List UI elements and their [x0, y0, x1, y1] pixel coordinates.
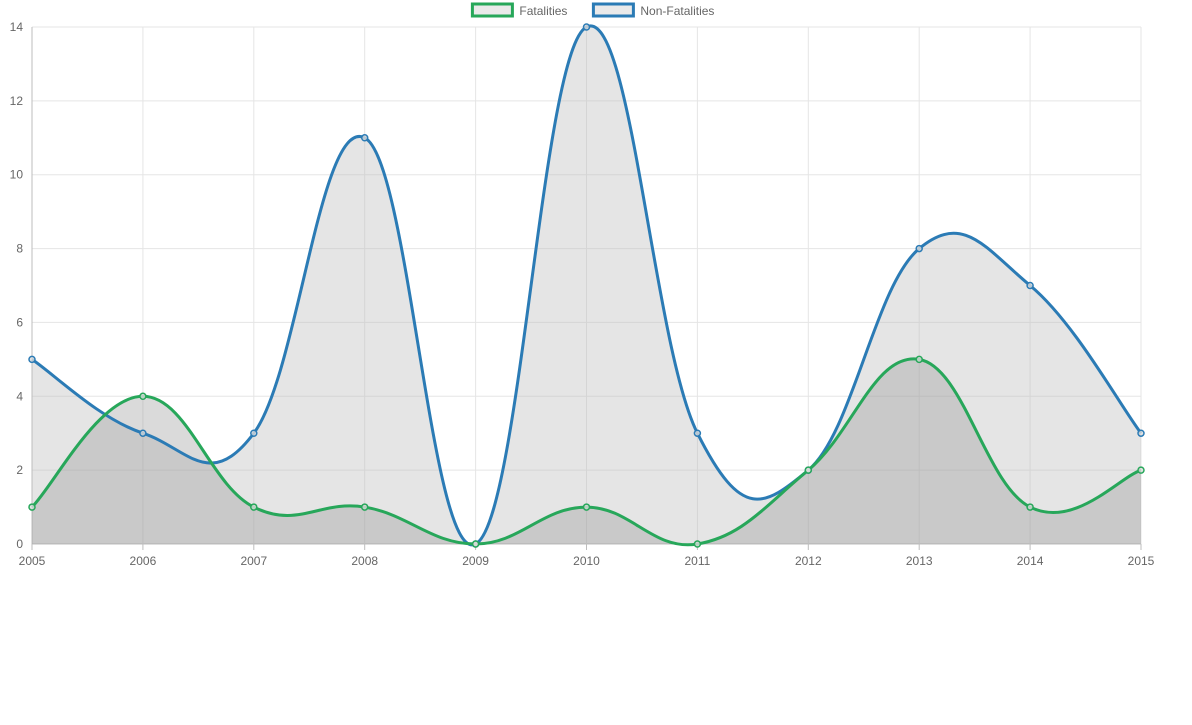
y-tick-label: 14 — [10, 20, 24, 34]
data-point — [693, 429, 702, 437]
data-point — [139, 392, 147, 401]
y-tick-label: 12 — [10, 94, 24, 108]
x-tick-label: 2014 — [1017, 554, 1044, 568]
data-point — [915, 244, 923, 253]
legend-label: Fatalities — [519, 4, 567, 18]
data-point — [28, 355, 36, 364]
x-tick-label: 2012 — [795, 554, 822, 568]
data-point — [804, 466, 813, 474]
legend-swatch — [470, 2, 514, 18]
x-tick-label: 2013 — [906, 554, 933, 568]
data-point — [1026, 503, 1034, 511]
data-point — [139, 429, 147, 437]
y-tick-label: 10 — [10, 168, 24, 182]
x-tick-label: 2008 — [351, 554, 378, 568]
y-tick-label: 6 — [16, 315, 23, 329]
y-tick-label: 2 — [16, 463, 23, 477]
data-points — [28, 23, 1145, 548]
data-point — [582, 23, 591, 31]
series-area-0 — [32, 358, 1141, 545]
data-point — [360, 134, 369, 142]
x-tick-label: 2009 — [462, 554, 489, 568]
x-tick-label: 2007 — [240, 554, 267, 568]
legend[interactable]: Fatalities Non-Fatalities — [470, 2, 714, 18]
data-point — [471, 540, 480, 548]
x-tick-label: 2006 — [130, 554, 157, 568]
data-point — [693, 540, 702, 548]
x-tick-label: 2011 — [684, 554, 710, 568]
grid — [31, 26, 1142, 550]
data-point — [1137, 466, 1145, 474]
data-point — [915, 355, 923, 364]
legend-label: Non-Fatalities — [640, 4, 714, 18]
data-point — [1026, 281, 1034, 290]
y-tick-label: 8 — [16, 242, 23, 256]
data-point — [360, 503, 369, 511]
data-point — [1137, 429, 1145, 437]
x-tick-label: 2010 — [573, 554, 600, 568]
y-tick-label: 4 — [16, 389, 23, 403]
legend-swatch — [591, 2, 635, 18]
x-tick-label: 2005 — [19, 554, 46, 568]
data-point — [582, 503, 591, 511]
axes: 0 2 4 6 8 10 12 14 2005 2006 2007 2008 2009 2010 2011 2… — [10, 20, 1155, 568]
data-point — [28, 503, 36, 511]
x-tick-label: 2015 — [1128, 554, 1155, 568]
y-tick-label: 0 — [16, 537, 23, 551]
data-point — [250, 429, 258, 437]
data-point — [250, 503, 258, 511]
series-area-1 — [32, 25, 1141, 545]
area-fills — [32, 25, 1141, 545]
